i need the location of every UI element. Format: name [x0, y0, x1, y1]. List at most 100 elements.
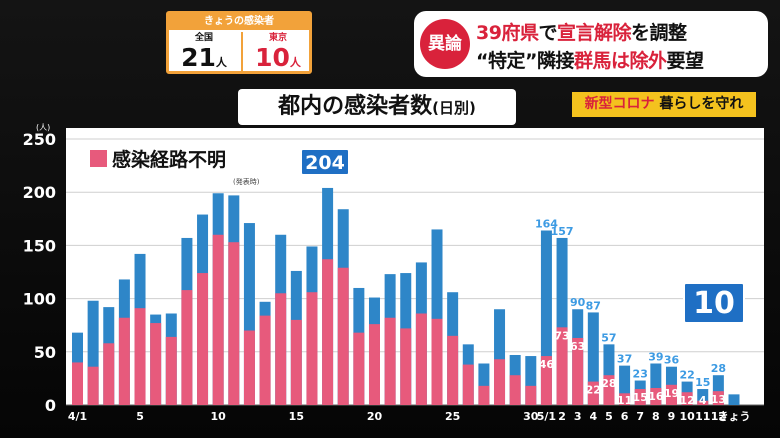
data-label-total: 157	[551, 225, 574, 238]
x-tick-label: 5	[605, 410, 613, 423]
data-label-total: 22	[679, 369, 694, 382]
bar-total	[603, 344, 615, 405]
data-label-total: 39	[648, 351, 663, 364]
bar-unknown	[650, 387, 662, 405]
bar-unknown	[509, 375, 521, 405]
legend-swatch-unknown	[90, 150, 107, 167]
headline-prefectures: 39府県	[476, 22, 539, 44]
bar-unknown	[87, 366, 99, 405]
x-tick-label: 12	[711, 410, 726, 423]
bar-unknown	[118, 317, 130, 405]
x-tick-label: きょう	[718, 410, 751, 423]
y-tick-label: 200	[23, 183, 56, 202]
bar-unknown	[337, 267, 349, 405]
bar-unknown	[228, 242, 240, 405]
headline-adjacent: “特定”隣接	[476, 50, 574, 72]
bar-unknown	[306, 292, 318, 405]
x-tick-label: 9	[668, 410, 676, 423]
bar-total	[87, 300, 99, 405]
bar-unknown	[619, 393, 631, 405]
bar-unknown	[603, 375, 615, 405]
program-label: 新型コロナ 暮らしを守れ	[572, 92, 756, 117]
bar-unknown	[494, 359, 506, 405]
bar-total	[494, 309, 506, 405]
bar-unknown	[103, 343, 115, 405]
bar-unknown	[400, 328, 412, 405]
data-label-total: 57	[601, 331, 616, 344]
bar-unknown	[181, 290, 193, 405]
headline-lift: 宣言解除	[556, 22, 632, 44]
program-label-slogan: 暮らしを守れ	[654, 96, 744, 112]
bar-unknown	[275, 293, 287, 405]
bar-unknown	[384, 317, 396, 405]
x-tick-label: 10	[679, 410, 695, 423]
national-value: 21	[181, 43, 216, 72]
x-tick-label: 30	[523, 410, 539, 423]
data-label-unknown: 63	[570, 340, 585, 353]
x-tick-label: 4	[589, 410, 597, 423]
bar-unknown	[212, 234, 224, 405]
bar-total	[540, 230, 552, 405]
x-tick-label: 3	[574, 410, 582, 423]
bar-total	[587, 312, 599, 405]
bar-unknown	[712, 391, 724, 405]
legend-note: (発表時)	[233, 178, 260, 186]
y-tick-label: 100	[23, 290, 56, 309]
headline-line-2: “特定”隣接群馬は除外要望	[476, 46, 704, 73]
bar-unknown	[634, 389, 646, 405]
bar-unknown	[587, 381, 599, 405]
bar-unknown	[447, 335, 459, 405]
bar-total	[243, 223, 255, 405]
data-label-total: 164	[535, 218, 558, 231]
tokyo-unit: 人	[289, 56, 301, 69]
data-label-unknown: 46	[539, 358, 555, 371]
chart-title: 都内の感染者数(日別)	[238, 89, 516, 125]
program-label-corona: 新型コロナ	[584, 96, 655, 112]
bar-total	[525, 356, 537, 405]
bar-total	[697, 389, 709, 405]
national-count: 全国 21人	[169, 32, 239, 72]
bar-unknown	[322, 259, 334, 405]
bar-total	[431, 229, 443, 405]
y-tick-label: 250	[23, 130, 56, 149]
headline-gunma: 群馬は除外	[573, 50, 667, 72]
national-label: 全国	[194, 33, 213, 43]
bar-unknown	[415, 313, 427, 405]
bar-unknown	[150, 323, 162, 405]
y-axis-unit: (人)	[36, 123, 50, 132]
bar-total	[619, 365, 631, 405]
bar-unknown	[697, 400, 709, 405]
bar-unknown	[540, 356, 552, 405]
bar-total	[650, 363, 662, 405]
y-tick-label: 0	[45, 396, 56, 415]
today-callout-pointer	[727, 323, 737, 335]
bar-unknown	[572, 337, 584, 405]
x-tick-label: 7	[636, 410, 644, 423]
data-label-total: 36	[664, 354, 680, 367]
x-tick-label: 8	[652, 410, 660, 423]
headline-request: 要望	[666, 50, 705, 72]
data-label-total: 23	[633, 368, 648, 381]
chart-title-sub: (日別)	[432, 99, 476, 117]
bar-total	[728, 394, 740, 405]
y-tick-label: 150	[23, 236, 56, 255]
x-tick-label: 15	[289, 410, 304, 423]
data-label-unknown: 16	[648, 390, 664, 403]
data-label-unknown: 13	[711, 393, 726, 406]
data-label-total: 87	[586, 299, 601, 312]
chart-title-main: 都内の感染者数	[278, 94, 433, 119]
bar-unknown	[556, 327, 568, 405]
tokyo-label: 東京	[268, 33, 287, 43]
today-callout: 10	[683, 282, 745, 324]
bar-unknown	[368, 324, 380, 405]
bar-unknown	[681, 392, 693, 405]
x-tick-label: 25	[445, 410, 460, 423]
bar-unknown	[134, 308, 146, 405]
data-label-unknown: 22	[586, 384, 601, 397]
x-tick-label: 6	[621, 410, 629, 423]
bar-unknown	[353, 332, 365, 405]
bar-unknown	[462, 364, 474, 405]
headline-tag: 異論	[420, 19, 470, 69]
today-infections-header: きょうの感染者	[169, 14, 309, 30]
bar-total	[556, 237, 568, 405]
